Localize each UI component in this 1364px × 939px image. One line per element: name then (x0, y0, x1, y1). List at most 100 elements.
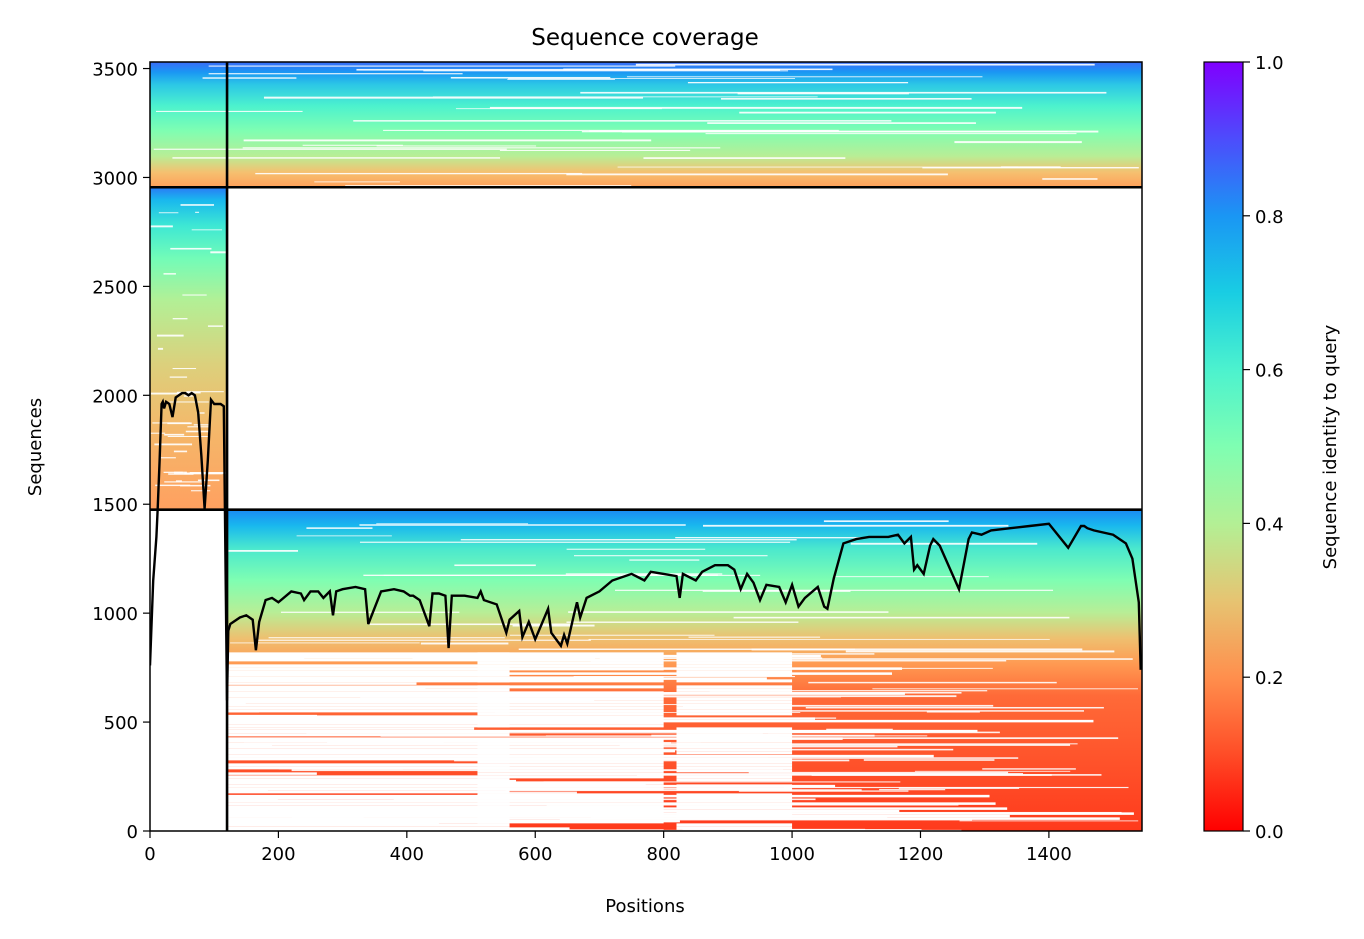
gap-band (227, 733, 510, 737)
colorbar-tick-label: 0.4 (1255, 514, 1284, 535)
x-axis: 0 200 400 600 800 1000 1200 1400 (144, 831, 1072, 865)
gap-streak (191, 490, 211, 492)
gap-streak (155, 110, 303, 112)
y-axis-label: Sequences (25, 398, 46, 496)
y-tick-label: 2500 (92, 277, 138, 298)
gap-band (477, 775, 664, 779)
chart-title: Sequence coverage (531, 25, 759, 51)
gap-band (477, 745, 664, 749)
colorbar-tick-label: 0.0 (1255, 822, 1284, 843)
gap-streak (170, 247, 212, 250)
gap-band (676, 700, 793, 704)
y-tick-label: 3500 (92, 60, 138, 81)
gap-band (227, 827, 570, 830)
gap-band (477, 721, 664, 725)
gap-band (227, 789, 268, 793)
gap-streak (725, 828, 866, 831)
gap-band (227, 672, 892, 675)
gap-streak (826, 728, 893, 731)
gap-streak (734, 737, 1119, 740)
gap-streak (539, 695, 957, 698)
gap-band (676, 826, 793, 830)
gap-band (477, 760, 664, 764)
gap-streak (168, 473, 194, 475)
gap-streak (198, 412, 205, 414)
gap-band (227, 807, 1008, 810)
gap-band (676, 703, 793, 707)
gap-band (477, 658, 664, 662)
gap-band (227, 749, 676, 753)
gap-streak (455, 108, 662, 110)
gap-band (227, 784, 836, 788)
gap-streak (157, 347, 164, 350)
gap-band (227, 757, 768, 760)
y-tick-label: 2000 (92, 386, 138, 407)
gap-streak (982, 768, 1076, 770)
gap-streak (263, 96, 644, 99)
y-tick-label: 500 (104, 713, 138, 734)
gap-band (227, 654, 821, 658)
y-tick-label: 1500 (92, 495, 138, 516)
gap-streak (159, 457, 176, 459)
gap-streak (163, 273, 176, 275)
gap-band (477, 769, 664, 773)
gap-band (227, 682, 417, 685)
gap-streak (182, 294, 207, 296)
gap-streak (489, 106, 1023, 109)
gap-band (676, 766, 793, 770)
gap-streak (155, 484, 191, 487)
gap-streak (153, 148, 507, 150)
gap-streak (1000, 166, 1061, 168)
gap-band (477, 661, 664, 665)
gap-streak (617, 166, 1019, 168)
gap-streak (186, 391, 224, 393)
gap-streak (460, 539, 797, 541)
gap-band (227, 796, 510, 800)
gap-streak (733, 616, 1070, 619)
gap-band (227, 709, 260, 713)
gap-streak (243, 139, 652, 142)
gap-band (676, 745, 793, 749)
gap-streak (834, 576, 989, 578)
gap-band (227, 766, 510, 770)
gap-streak (872, 688, 1138, 690)
gap-streak (926, 711, 980, 713)
gap-band (227, 658, 510, 662)
gap-streak (150, 432, 166, 434)
gap-band (477, 742, 664, 746)
gap-streak (688, 636, 821, 638)
gap-streak (202, 77, 297, 79)
gap-streak (616, 743, 1078, 745)
gap-streak (543, 781, 901, 783)
gap-streak (590, 660, 1007, 662)
gap-band (477, 724, 664, 728)
coverage-line (150, 391, 1142, 701)
gap-band (227, 729, 978, 733)
gap-band (676, 823, 793, 827)
gap-streak (150, 225, 173, 228)
gap-band (227, 775, 510, 779)
gap-band (227, 772, 317, 775)
gap-streak (420, 642, 509, 645)
gap-band (676, 664, 793, 668)
gap-streak (169, 401, 209, 403)
gap-band (227, 706, 510, 710)
gap-streak (959, 820, 1139, 822)
gap-streak (701, 710, 1084, 712)
gap-streak (752, 653, 875, 655)
gap-band (477, 697, 664, 701)
colorbar-tick-label: 0.6 (1255, 361, 1284, 382)
gap-streak (808, 681, 1057, 684)
gap-band (676, 763, 793, 767)
gap-band (227, 812, 1134, 815)
colorbar-tick-label: 1.0 (1255, 53, 1284, 74)
gap-streak (242, 147, 721, 149)
gap-band (477, 709, 664, 713)
gap-band (676, 742, 793, 746)
gap-streak (706, 658, 1133, 660)
gap-streak (210, 251, 227, 254)
gap-streak (230, 642, 420, 644)
gap-streak (518, 648, 856, 650)
gap-streak (580, 91, 1107, 94)
gap-streak (208, 73, 463, 75)
